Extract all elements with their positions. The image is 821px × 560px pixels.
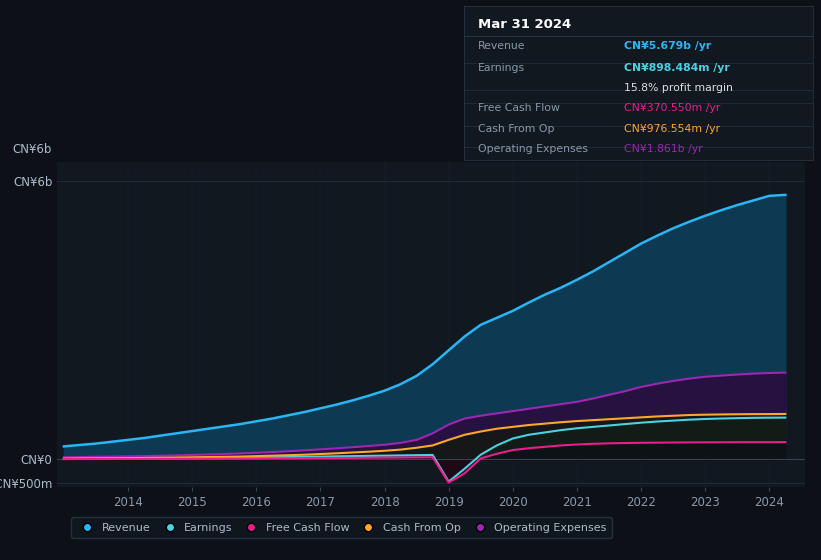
Text: Revenue: Revenue: [478, 41, 525, 51]
Text: Free Cash Flow: Free Cash Flow: [478, 102, 560, 113]
Text: Operating Expenses: Operating Expenses: [478, 144, 588, 154]
Legend: Revenue, Earnings, Free Cash Flow, Cash From Op, Operating Expenses: Revenue, Earnings, Free Cash Flow, Cash …: [71, 517, 612, 539]
Text: CN¥1.861b /yr: CN¥1.861b /yr: [624, 144, 703, 154]
Text: 15.8% profit margin: 15.8% profit margin: [624, 83, 733, 92]
Text: Cash From Op: Cash From Op: [478, 124, 554, 134]
Text: CN¥976.554m /yr: CN¥976.554m /yr: [624, 124, 720, 134]
Text: CN¥5.679b /yr: CN¥5.679b /yr: [624, 41, 712, 51]
Text: CN¥6b: CN¥6b: [12, 143, 52, 156]
Text: Earnings: Earnings: [478, 63, 525, 73]
Text: Mar 31 2024: Mar 31 2024: [478, 18, 571, 31]
Text: CN¥898.484m /yr: CN¥898.484m /yr: [624, 63, 730, 73]
Text: CN¥370.550m /yr: CN¥370.550m /yr: [624, 102, 721, 113]
